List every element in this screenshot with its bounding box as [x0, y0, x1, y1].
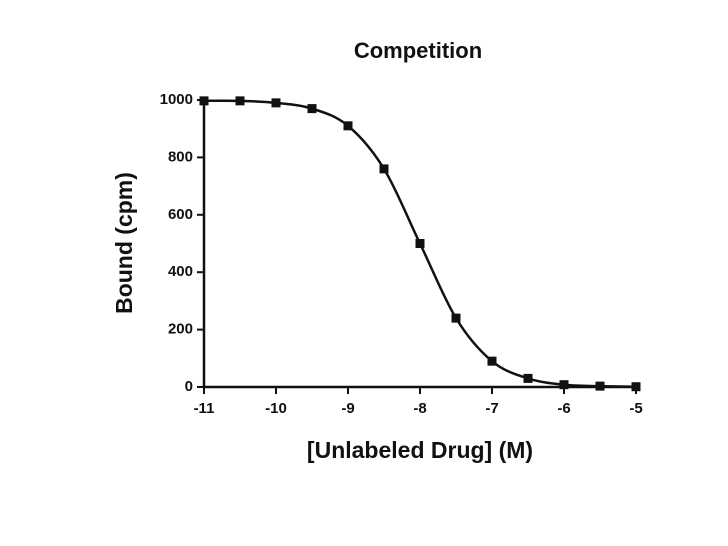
x-axis-title: [Unlabeled Drug] (M)	[307, 437, 533, 463]
marker	[379, 164, 389, 174]
marker	[307, 104, 317, 114]
y-tick-label: 0	[185, 378, 193, 395]
y-tick-label: 400	[168, 263, 193, 280]
marker	[199, 96, 209, 106]
marker	[595, 381, 605, 391]
x-tick-label: -5	[629, 400, 642, 417]
marker	[559, 380, 569, 390]
y-tick-label: 600	[168, 206, 193, 223]
marker	[235, 96, 245, 106]
chart-title: Competition	[354, 38, 482, 63]
marker	[451, 313, 461, 323]
y-axis-title: Bound (cpm)	[111, 172, 137, 314]
y-tick-label: 200	[168, 321, 193, 338]
x-tick-label: -9	[341, 400, 354, 417]
x-tick-label: -6	[557, 400, 570, 417]
marker	[487, 356, 497, 366]
x-tick-label: -11	[194, 400, 215, 417]
y-tick-label: 800	[168, 148, 193, 165]
marker	[631, 382, 641, 392]
marker	[343, 121, 353, 131]
marker	[271, 98, 281, 108]
x-tick-label: -8	[413, 400, 426, 417]
x-tick-label: -10	[265, 400, 287, 417]
marker	[523, 373, 533, 383]
x-tick-label: -7	[485, 400, 498, 417]
y-tick-label: 1000	[160, 91, 193, 108]
marker	[415, 239, 425, 248]
